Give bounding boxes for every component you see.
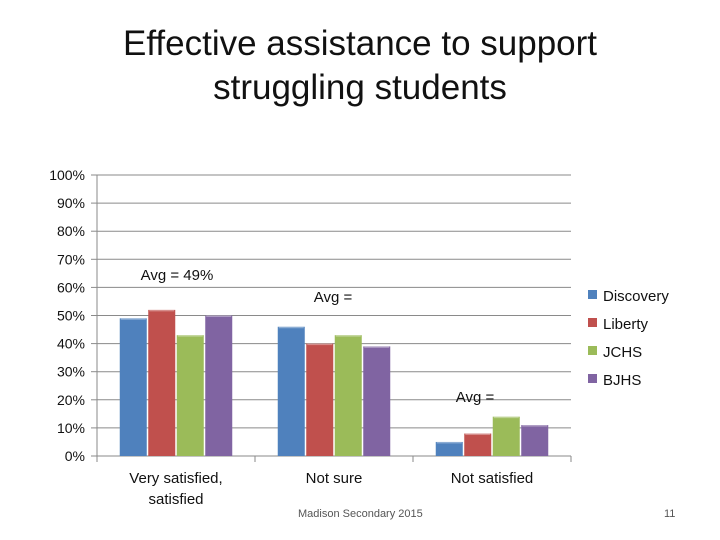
y-tick-label: 20% [57, 392, 85, 408]
legend-swatch-bjhs [588, 374, 597, 383]
bar-highlight [206, 315, 232, 317]
y-tick-label: 40% [57, 336, 85, 352]
y-tick-label: 70% [57, 251, 85, 267]
bar-highlight [522, 425, 548, 427]
x-category-label: Not sure [306, 470, 363, 487]
slide-number: 11 [664, 508, 676, 520]
bar-highlight [149, 309, 175, 312]
bar-highlight [177, 335, 203, 337]
title-line-1: Effective assistance to support [122, 24, 598, 63]
y-tick-label: 80% [57, 223, 85, 239]
bar-jchs [334, 335, 362, 456]
legend-label-jchs: JCHS [603, 344, 642, 361]
legend-swatch-liberty [588, 318, 597, 327]
title-line-2: struggling students [213, 68, 507, 107]
legend-swatch-discovery [588, 290, 597, 299]
y-tick-label: 60% [57, 279, 85, 295]
bar-bjhs [363, 346, 391, 456]
bar-highlight [436, 441, 462, 444]
bar-highlight [335, 335, 361, 337]
bar-highlight [465, 433, 491, 436]
bar-bjhs [521, 425, 549, 456]
y-tick-label: 0% [65, 448, 85, 464]
bar-highlight [307, 343, 333, 346]
legend-label-liberty: Liberty [603, 316, 649, 333]
x-category-label: Not satisfied [451, 470, 534, 487]
bar-discovery [119, 318, 147, 456]
legend-label-bjhs: BJHS [603, 372, 641, 389]
avg-annotation: Avg = 49% [141, 267, 214, 284]
legend-swatch-jchs [588, 346, 597, 355]
bar-liberty [148, 309, 176, 456]
avg-annotation: Avg = [314, 289, 353, 306]
footer-source: Madison Secondary 2015 [298, 508, 423, 520]
chart-title: Effective assistance to support struggli… [60, 22, 660, 110]
bar-highlight [364, 346, 390, 348]
y-tick-label: 100% [49, 167, 85, 183]
y-tick-label: 90% [57, 195, 85, 211]
bar-bjhs [205, 315, 233, 456]
bar-liberty [306, 343, 334, 456]
y-tick-label: 30% [57, 364, 85, 380]
bar-jchs [176, 335, 204, 456]
bar-highlight [120, 318, 146, 320]
x-category-label: satisfied [148, 491, 203, 508]
legend-label-discovery: Discovery [603, 288, 669, 305]
y-tick-label: 50% [57, 308, 85, 324]
bar-liberty [464, 433, 492, 456]
bar-jchs [492, 416, 520, 456]
bar-highlight [493, 416, 519, 419]
y-tick-label: 10% [57, 420, 85, 436]
bar-highlight [278, 326, 304, 329]
x-category-label: Very satisfied, [129, 470, 222, 487]
bar-discovery [277, 326, 305, 456]
avg-annotation: Avg = [456, 389, 495, 406]
bar-discovery [435, 441, 463, 456]
